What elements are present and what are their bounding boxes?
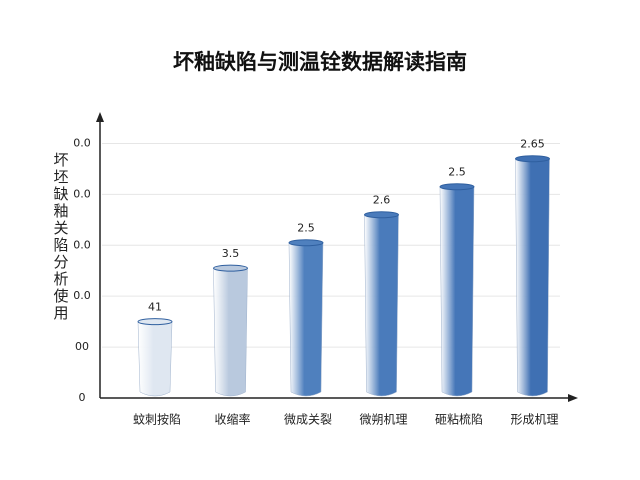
x-tick-label: 收缩率 [214,412,250,427]
y-tick-label: 0.0 [73,136,91,149]
y-tick-label: 0.0 [73,187,91,200]
bar-annotation: 2.6 [373,194,391,207]
chart-title: 坏釉缺陷与测温铨数据解读指南 [173,50,467,74]
bar-cap [137,318,173,326]
bar-annotation: 3.5 [222,247,240,260]
y-axis-arrow [96,112,104,122]
bar [439,186,475,397]
bar [288,242,324,397]
y-tick-label: 00 [75,340,89,353]
bar [213,267,248,397]
x-tick-label: 微朔机理 [359,412,407,427]
x-tick-label: 蚊刺按陷 [133,412,181,427]
bar [137,321,173,397]
bar-annotation: 2.5 [297,222,315,235]
bar-annotation: 41 [148,301,162,314]
y-tick-label: 0.0 [73,238,91,251]
y-axis-label: 坏坯缺釉关陷分析使用 [52,152,70,322]
bar-cap [213,264,248,272]
x-axis-arrow [568,394,578,402]
x-tick-label: 形成机理 [510,413,558,427]
y-tick-label: 0.0 [73,289,91,302]
bar-cap [439,183,475,191]
x-tick-label: 微成关裂 [284,413,332,427]
bar-cap [364,211,399,219]
bar-annotation: 2.65 [520,138,545,151]
bar-annotation: 2.5 [448,166,466,179]
bar-cap [515,155,550,163]
bar [515,158,550,397]
bar-cap [288,239,324,247]
bar [364,214,399,397]
x-tick-label: 砸粘梳陷 [435,412,483,427]
y-tick-label: 0 [79,391,86,404]
